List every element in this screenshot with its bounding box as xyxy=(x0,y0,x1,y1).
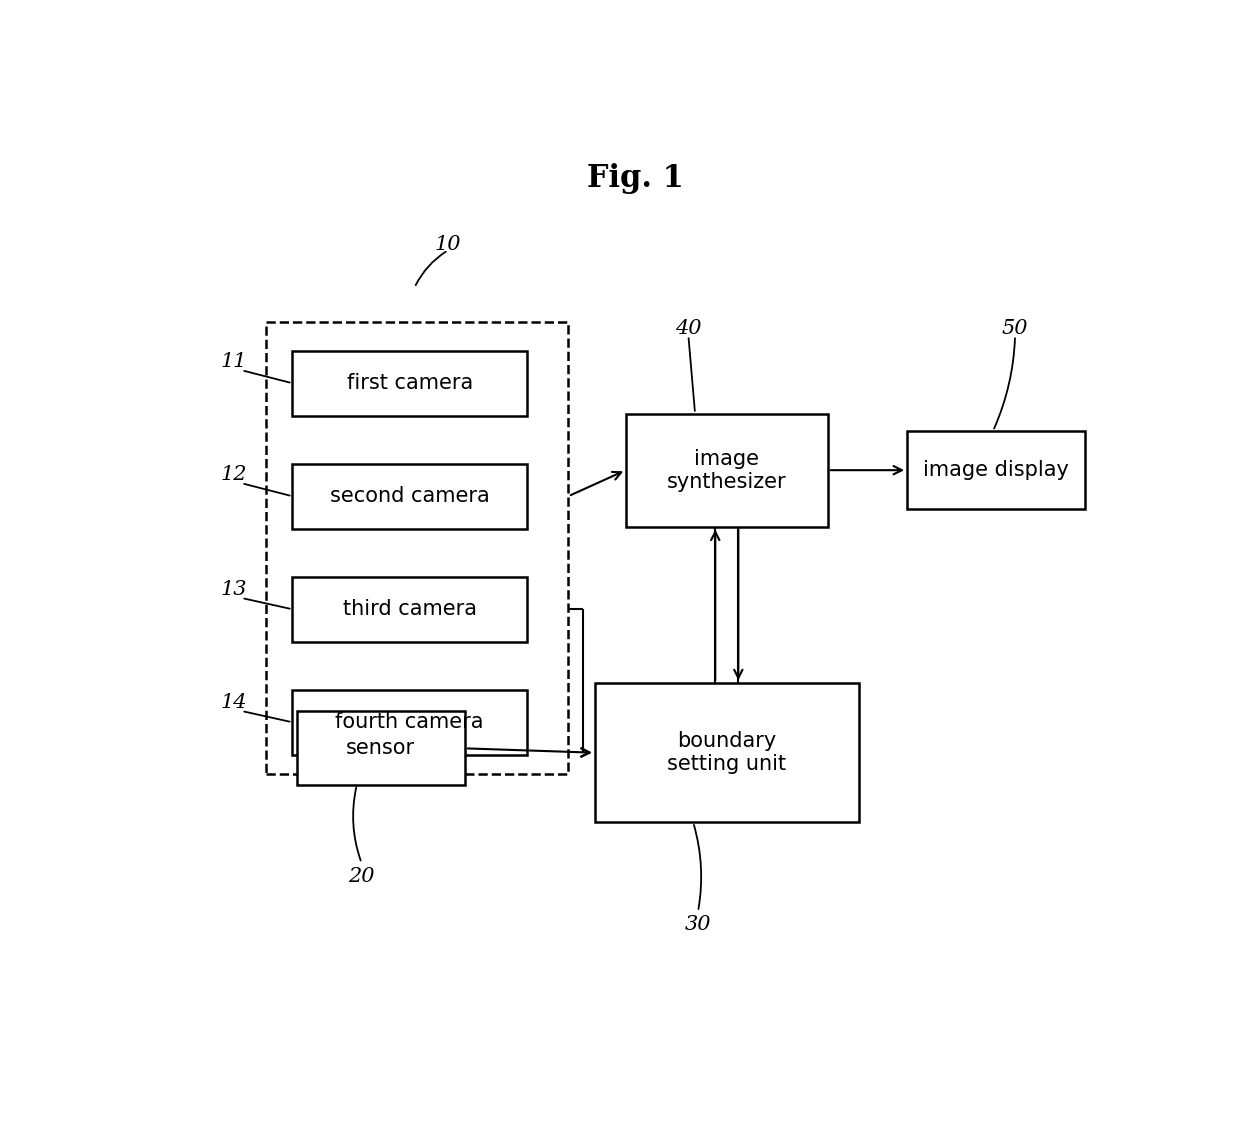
Bar xyxy=(906,431,1085,509)
Text: image
synthesizer: image synthesizer xyxy=(667,448,786,492)
Bar xyxy=(291,464,527,528)
Text: Fig. 1: Fig. 1 xyxy=(587,164,684,194)
Bar xyxy=(595,683,859,822)
Bar xyxy=(265,323,568,774)
Text: fourth camera: fourth camera xyxy=(335,712,484,733)
Text: sensor: sensor xyxy=(346,738,415,759)
Bar xyxy=(626,413,828,526)
Text: 14: 14 xyxy=(221,693,247,711)
Bar xyxy=(296,711,465,786)
Text: 20: 20 xyxy=(348,867,374,885)
Bar xyxy=(291,690,527,755)
Text: first camera: first camera xyxy=(346,374,472,393)
Text: 13: 13 xyxy=(221,580,247,598)
Text: 10: 10 xyxy=(435,235,461,254)
Bar xyxy=(291,577,527,642)
Text: second camera: second camera xyxy=(330,487,490,506)
Text: boundary
setting unit: boundary setting unit xyxy=(667,732,786,774)
Text: 11: 11 xyxy=(221,352,247,371)
Text: 50: 50 xyxy=(1002,320,1028,338)
Text: 12: 12 xyxy=(221,465,247,484)
Text: image display: image display xyxy=(923,461,1069,480)
Text: third camera: third camera xyxy=(342,599,476,620)
Text: 40: 40 xyxy=(675,320,702,338)
Bar xyxy=(291,351,527,415)
Text: 30: 30 xyxy=(684,916,712,935)
